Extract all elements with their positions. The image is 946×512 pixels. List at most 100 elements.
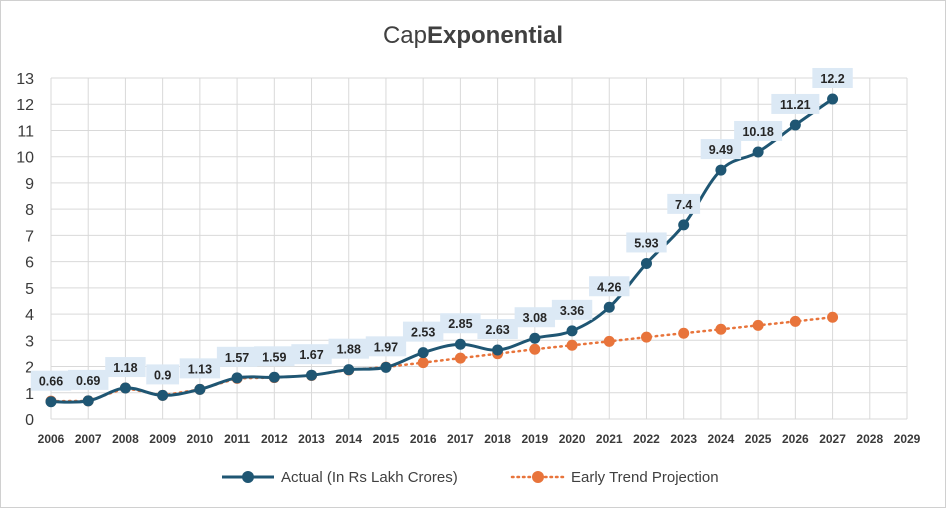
x-tick-label: 2028: [856, 432, 883, 446]
actual-point: [640, 257, 652, 269]
actual-point: [268, 371, 280, 383]
data-label: 2.85: [448, 317, 472, 331]
data-label: 4.26: [597, 280, 621, 294]
actual-line: [50, 97, 834, 404]
data-label-bg: [30, 370, 72, 391]
actual-point: [343, 364, 355, 376]
actual-point: [45, 396, 57, 408]
data-label-bg: [514, 307, 556, 328]
actual-point: [715, 164, 727, 176]
projection-point: [603, 335, 615, 347]
x-tick-label: 2011: [224, 432, 250, 446]
actual-point: [417, 347, 429, 359]
data-label-bg: [700, 139, 742, 160]
data-label-bg: [734, 120, 783, 141]
data-label: 1.97: [374, 340, 398, 354]
y-tick-label: 0: [25, 412, 34, 429]
y-tick-label: 3: [25, 333, 34, 350]
data-label: 11.21: [780, 98, 811, 112]
projection-point: [789, 315, 801, 327]
y-tick-label: 10: [16, 150, 34, 167]
actual-point: [529, 332, 541, 344]
legend-projection-marker: [532, 471, 544, 483]
x-tick-label: 2017: [447, 432, 474, 446]
series-actual: [45, 93, 839, 408]
projection-point: [715, 323, 727, 335]
actual-point: [454, 338, 466, 350]
projection-point: [566, 339, 578, 351]
legend-item-actual[interactable]: Actual (In Rs Lakh Crores): [222, 469, 458, 486]
data-label-bg: [477, 319, 518, 340]
actual-point: [194, 383, 206, 395]
legend: Actual (In Rs Lakh Crores) Early Trend P…: [222, 469, 719, 486]
actual-point: [119, 382, 131, 394]
y-tick-label: 6: [25, 255, 34, 272]
data-label-bg: [402, 321, 444, 342]
actual-point: [231, 372, 243, 384]
data-label-bg: [589, 276, 630, 297]
projection-point: [417, 357, 429, 369]
data-label-bg: [812, 67, 853, 88]
x-tick-label: 2023: [670, 432, 697, 446]
y-tick-label: 11: [17, 123, 34, 140]
data-label: 1.57: [225, 351, 249, 365]
actual-point: [603, 301, 615, 313]
projection-point: [454, 352, 466, 364]
data-label: 1.88: [337, 343, 361, 357]
y-tick-label: 4: [25, 307, 34, 324]
data-label: 12.2: [820, 72, 844, 86]
x-tick-label: 2021: [596, 432, 623, 446]
x-tick-label: 2015: [373, 432, 400, 446]
data-label: 1.67: [299, 348, 323, 362]
x-tick-label: 2009: [149, 432, 176, 446]
data-label: 0.9: [154, 368, 171, 382]
actual-point: [827, 93, 839, 105]
x-tick-label: 2012: [261, 432, 288, 446]
legend-projection-label: Early Trend Projection: [571, 469, 719, 486]
data-label-bg: [667, 193, 701, 214]
data-label-bg: [365, 336, 407, 357]
y-tick-label: 7: [25, 228, 34, 245]
data-label: 1.13: [188, 362, 212, 376]
data-label: 7.4: [675, 198, 692, 212]
legend-item-projection[interactable]: Early Trend Projection: [510, 469, 719, 486]
actual-point: [678, 219, 690, 231]
projection-point: [640, 331, 652, 343]
actual-point: [789, 119, 801, 131]
data-label-bg: [105, 357, 146, 378]
actual-point: [157, 389, 169, 401]
y-tick-label: 9: [25, 176, 34, 193]
grid: [50, 77, 908, 420]
x-tick-label: 2014: [335, 432, 362, 446]
x-tick-label: 2029: [894, 432, 921, 446]
x-tick-label: 2016: [410, 432, 437, 446]
actual-point: [492, 344, 504, 356]
actual-point: [380, 361, 392, 373]
data-label-bg: [440, 313, 481, 334]
y-tick-label: 2: [25, 360, 34, 377]
projection-point: [752, 319, 764, 331]
x-tick-label: 2018: [484, 432, 511, 446]
x-tick-label: 2010: [187, 432, 214, 446]
actual-point: [306, 369, 318, 381]
data-label: 10.18: [742, 125, 773, 139]
x-tick-label: 2026: [782, 432, 809, 446]
projection-point: [529, 343, 541, 355]
data-label: 2.53: [411, 326, 435, 340]
data-label-bg: [771, 93, 820, 114]
x-tick-label: 2020: [559, 432, 586, 446]
projection-point: [678, 327, 690, 339]
data-label-bg: [68, 369, 109, 390]
data-label-bg: [146, 364, 180, 385]
data-label: 2.63: [485, 323, 509, 337]
data-label: 3.36: [560, 304, 584, 318]
data-label-bg: [626, 232, 667, 253]
data-label-bg: [551, 299, 593, 320]
y-tick-label: 5: [25, 281, 34, 298]
data-label-bg: [291, 344, 332, 365]
y-tick-label: 1: [25, 386, 34, 403]
x-tick-label: 2027: [819, 432, 846, 446]
x-tick-label: 2008: [112, 432, 139, 446]
